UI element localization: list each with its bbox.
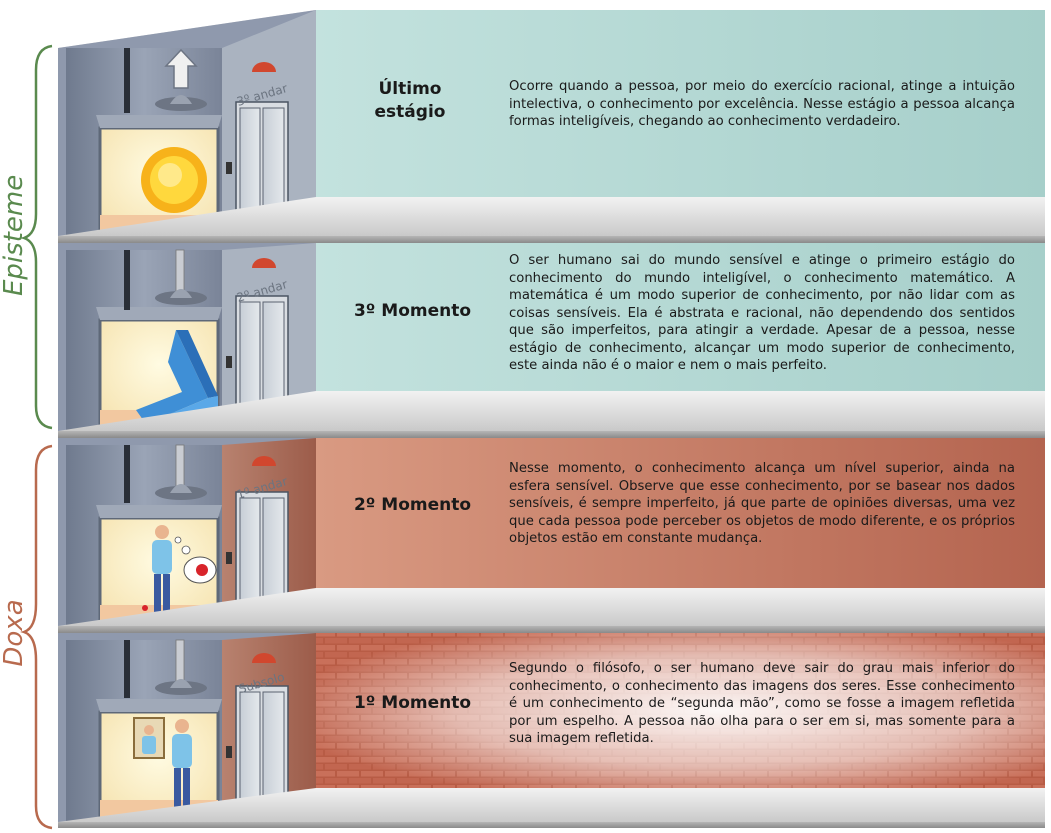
floor-2 [58, 243, 1045, 438]
stage-label-3: 3º Momento [353, 301, 472, 321]
stage-label-top: Último estágio [374, 79, 446, 122]
sun-icon [141, 147, 207, 213]
floor-basement [58, 633, 1045, 828]
episteme-label: Episteme [0, 174, 29, 296]
arrow-up-icon [164, 48, 198, 89]
description-top: Ocorre quando a pessoa, por meio do exer… [509, 79, 1015, 129]
floor-top [58, 10, 1045, 243]
stage-label-2: 2º Momento [353, 495, 472, 515]
doxa-bracket [20, 444, 53, 830]
episteme-bracket [20, 44, 53, 430]
description-3: O ser humano sai do mundo sensível e ati… [509, 253, 1015, 373]
person-mirror-icon [133, 717, 192, 812]
person-ladybug-icon [142, 525, 217, 614]
doxa-label: Doxa [0, 599, 29, 667]
floor-3 [58, 438, 1045, 633]
description-2: Nesse momento, o conhecimento alcança um… [509, 461, 1015, 546]
description-1: Segundo o filósofo, o ser humano deve sa… [509, 661, 1015, 746]
stage-label-1: 1º Momento [353, 693, 472, 713]
